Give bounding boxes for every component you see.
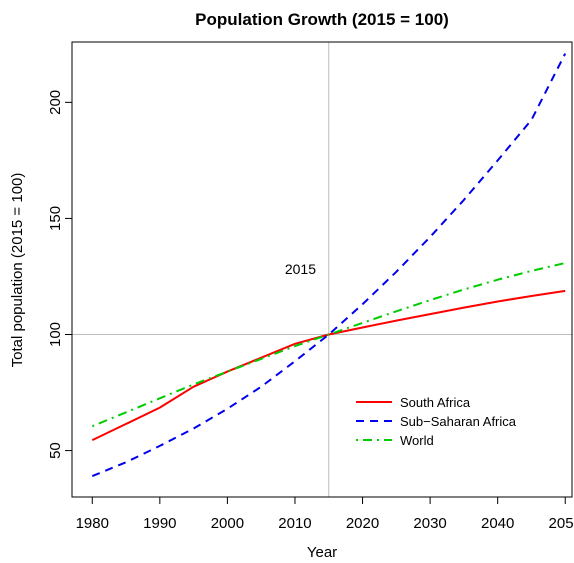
x-tick-label: 2020 [346,515,379,532]
chart-title: Population Growth (2015 = 100) [195,10,449,29]
x-tick-label: 2030 [413,515,446,532]
x-tick-label: 2050 [549,515,574,532]
series-line-2 [91,262,566,428]
legend-label-1: Sub−Saharan Africa [400,414,517,429]
legend: South Africa Sub−Saharan Africa World [356,395,517,448]
x-tick-label: 1990 [143,515,176,532]
x-axis: 1980 1990 2000 2010 2020 2030 2040 2050 [76,496,574,532]
y-axis-label: Total population (2015 = 100) [9,173,26,368]
series-lines [91,53,567,478]
y-tick-label: 150 [47,206,64,231]
y-tick-label: 50 [47,442,64,459]
legend-label-0: South Africa [400,395,471,410]
y-axis: 50 100 150 200 [47,90,73,459]
x-tick-label: 2000 [211,515,244,532]
x-tick-label: 2040 [481,515,514,532]
x-tick-label: 1980 [76,515,109,532]
reference-year-annotation: 2015 [285,261,316,277]
legend-label-2: World [400,433,434,448]
series-line-1 [91,53,567,478]
x-tick-label: 2010 [278,515,311,532]
y-tick-label: 200 [47,90,64,115]
reference-lines [72,42,572,497]
x-axis-label: Year [307,544,337,561]
y-tick-label: 100 [47,322,64,347]
